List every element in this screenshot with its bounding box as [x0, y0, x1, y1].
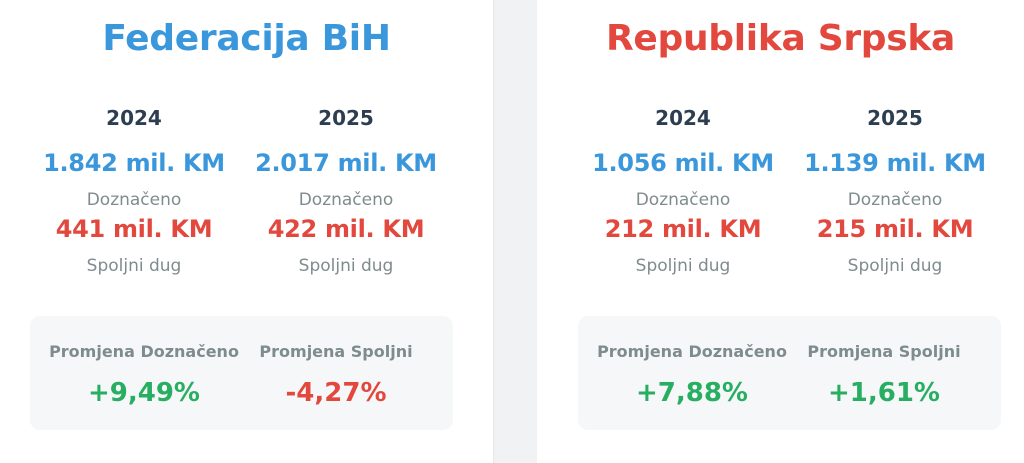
change-value: +1,61%: [828, 378, 940, 408]
allocated-label: Doznačeno: [86, 190, 182, 210]
change-debt: Promjena Spoljni +1,61%: [784, 340, 984, 410]
debt-label: Spoljni dug: [86, 256, 182, 276]
debt-label: Spoljni dug: [847, 256, 943, 276]
change-allocated: Promjena Doznačeno +7,88%: [592, 340, 792, 410]
allocated-label: Doznačeno: [847, 190, 943, 210]
change-label: Promjena Spoljni: [807, 342, 961, 361]
debt-label: Spoljni dug: [635, 256, 731, 276]
year-label: 2025: [867, 106, 923, 130]
debt-amount: 212 mil. KM: [604, 215, 762, 243]
change-summary: Promjena Doznačeno +9,49% Promjena Spolj…: [30, 316, 453, 430]
region-card-rs: Republika Srpska 2024 1.056 mil. KM Dozn…: [537, 0, 1024, 463]
change-label: Promjena Doznačeno: [49, 342, 239, 361]
allocated-amount: 1.139 mil. KM: [804, 149, 986, 177]
debt-label: Spoljni dug: [298, 256, 394, 276]
debt-amount: 215 mil. KM: [816, 215, 974, 243]
year-label: 2024: [106, 106, 162, 130]
change-allocated: Promjena Doznačeno +9,49%: [44, 340, 244, 410]
allocated-amount: 2.017 mil. KM: [255, 149, 437, 177]
year-column-2025: 2025 1.139 mil. KM Doznačeno 215 mil. KM…: [795, 103, 995, 279]
year-label: 2025: [318, 106, 374, 130]
debt-amount: 441 mil. KM: [55, 215, 213, 243]
change-value: -4,27%: [285, 378, 387, 408]
change-value: +7,88%: [636, 378, 748, 408]
region-title: Federacija BiH: [102, 18, 391, 59]
allocated-amount: 1.056 mil. KM: [592, 149, 774, 177]
region-title: Republika Srpska: [605, 18, 956, 59]
year-column-2025: 2025 2.017 mil. KM Doznačeno 422 mil. KM…: [246, 103, 446, 279]
region-card-fbih: Federacija BiH 2024 1.842 mil. KM Doznač…: [0, 0, 495, 463]
change-label: Promjena Doznačeno: [597, 342, 787, 361]
year-column-2024: 2024 1.056 mil. KM Doznačeno 212 mil. KM…: [583, 103, 783, 279]
change-value: +9,49%: [88, 378, 200, 408]
allocated-label: Doznačeno: [635, 190, 731, 210]
year-label: 2024: [655, 106, 711, 130]
year-column-2024: 2024 1.842 mil. KM Doznačeno 441 mil. KM…: [34, 103, 234, 279]
allocated-amount: 1.842 mil. KM: [43, 149, 225, 177]
change-summary: Promjena Doznačeno +7,88% Promjena Spolj…: [578, 316, 1001, 430]
debt-amount: 422 mil. KM: [267, 215, 425, 243]
change-debt: Promjena Spoljni -4,27%: [236, 340, 436, 410]
change-label: Promjena Spoljni: [259, 342, 413, 361]
allocated-label: Doznačeno: [298, 190, 394, 210]
